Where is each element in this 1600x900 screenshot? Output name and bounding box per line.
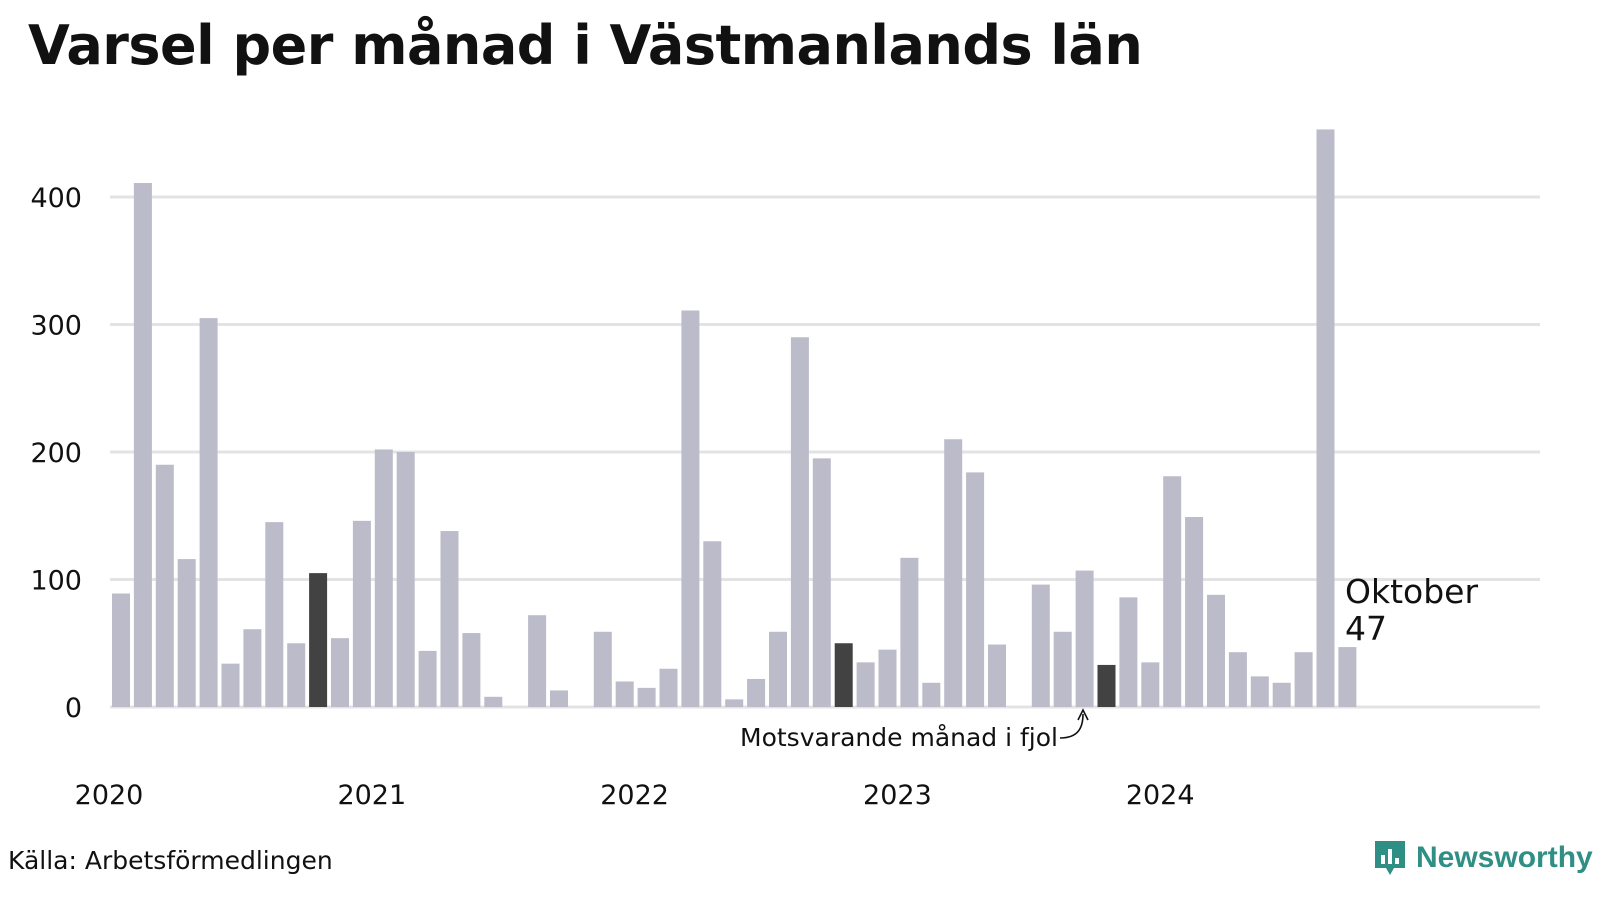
highlight-month-label: Oktober xyxy=(1345,572,1478,611)
bar-2020-01 xyxy=(112,593,130,707)
bar-2023-12 xyxy=(1141,662,1160,707)
bar-2021-11 xyxy=(593,631,612,707)
annotations: Motsvarande månad i fjol Oktober 47 xyxy=(740,572,1478,752)
bar-2020-02 xyxy=(133,182,152,708)
annotation-previous-year: Motsvarande månad i fjol xyxy=(740,723,1058,752)
highlight-value-label: 47 xyxy=(1345,609,1387,648)
bars xyxy=(112,129,1357,708)
source-note: Källa: Arbetsförmedlingen xyxy=(8,846,333,875)
x-tick-label: 2020 xyxy=(75,780,144,811)
bar-2021-02 xyxy=(396,452,415,707)
annotation-arrow-head xyxy=(1077,708,1089,721)
chart-title: Varsel per månad i Västmanlands län xyxy=(28,14,1143,77)
brand-name: Newsworthy xyxy=(1416,841,1593,874)
newsworthy-logo[interactable]: Newsworthy xyxy=(1372,838,1593,878)
bar-2020-11 xyxy=(331,638,349,707)
bar-2022-09 xyxy=(812,458,831,707)
bar-2023-04 xyxy=(966,472,985,707)
bar-2020-09 xyxy=(287,643,306,707)
bar-2024-07 xyxy=(1294,652,1313,707)
bar-2021-01 xyxy=(374,449,393,707)
annotation-arrow xyxy=(1059,713,1084,739)
bar-2021-12 xyxy=(615,681,634,707)
bar-2024-08 xyxy=(1316,129,1335,708)
bar-2022-05 xyxy=(725,699,744,707)
bar-2023-09 xyxy=(1075,570,1094,707)
y-tick-label: 100 xyxy=(30,566,82,597)
bar-2020-05 xyxy=(199,318,218,707)
bar-2024-01 xyxy=(1163,476,1182,707)
bar-2020-03 xyxy=(155,464,174,707)
bar-2023-08 xyxy=(1053,631,1072,707)
bar-2023-01 xyxy=(900,557,919,707)
bar-2022-06 xyxy=(747,678,766,707)
bar-2024-05 xyxy=(1250,676,1269,707)
bar-2023-11 xyxy=(1119,597,1138,707)
bar-previous-year-2023-10 xyxy=(1097,664,1116,707)
x-tick-label: 2021 xyxy=(337,780,406,811)
x-tick-label: 2024 xyxy=(1126,780,1195,811)
bar-2021-05 xyxy=(462,633,481,707)
bar-2021-08 xyxy=(528,615,547,707)
bar-previous-year-2022-10 xyxy=(834,643,853,707)
y-axis-ticks: 0 100 200 300 400 xyxy=(30,183,82,724)
bar-2024-04 xyxy=(1228,652,1247,707)
y-tick-label: 400 xyxy=(30,183,82,214)
bar-2022-03 xyxy=(681,310,700,707)
bar-2022-02 xyxy=(659,668,678,707)
bar-2024-03 xyxy=(1207,594,1225,707)
bar-2022-08 xyxy=(790,337,809,707)
bar-2024-06 xyxy=(1272,682,1291,707)
bar-2022-11 xyxy=(856,662,875,707)
bar-2021-09 xyxy=(550,690,568,707)
bar-2022-07 xyxy=(769,631,787,707)
newsworthy-chart-icon xyxy=(1375,841,1405,875)
bar-2020-07 xyxy=(243,629,262,707)
y-tick-label: 300 xyxy=(30,311,82,342)
bar-2020-08 xyxy=(265,522,284,707)
bar-2022-01 xyxy=(637,687,656,707)
bar-2021-06 xyxy=(484,696,503,707)
bar-previous-year-2020-10 xyxy=(309,573,328,707)
y-tick-label: 200 xyxy=(30,438,82,469)
x-axis-ticks: 2020 2021 2022 2023 2024 xyxy=(75,780,1195,811)
bar-2023-05 xyxy=(988,644,1006,707)
bar-2023-02 xyxy=(922,682,941,707)
bar-2023-03 xyxy=(944,439,963,707)
bar-2021-03 xyxy=(418,650,437,707)
x-tick-label: 2023 xyxy=(863,780,932,811)
bar-2020-06 xyxy=(221,663,240,707)
bar-2020-12 xyxy=(352,520,371,707)
bar-2023-07 xyxy=(1031,584,1050,707)
bar-2020-04 xyxy=(177,559,196,707)
bar-2022-12 xyxy=(878,649,897,707)
x-tick-label: 2022 xyxy=(600,780,669,811)
bar-2024-02 xyxy=(1185,517,1204,707)
bar-2021-04 xyxy=(440,531,459,707)
bar-2022-04 xyxy=(703,541,722,707)
y-tick-label: 0 xyxy=(65,693,82,724)
bar-2024-09 xyxy=(1338,647,1357,707)
